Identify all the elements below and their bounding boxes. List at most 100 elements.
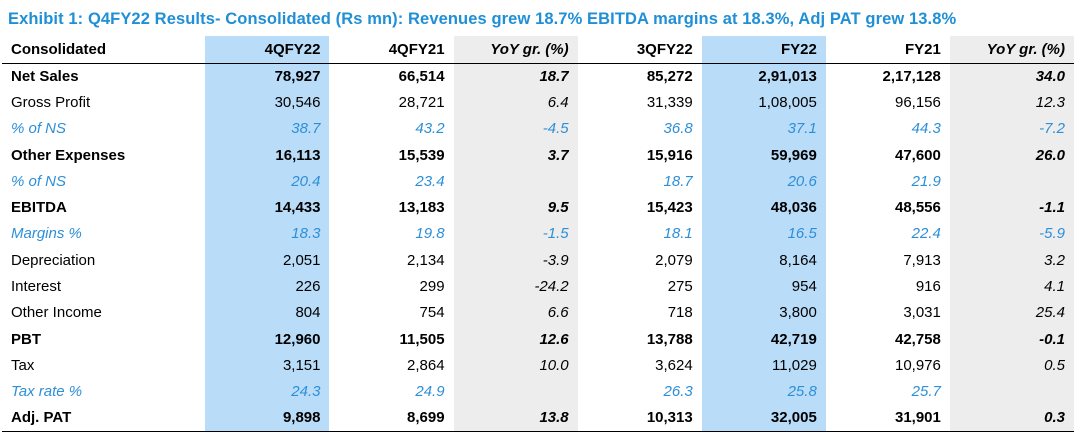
cell-3qfy22: 275	[667, 278, 693, 296]
cell-3qfy22: 26.3	[663, 383, 693, 401]
row-label: Other Income	[11, 304, 102, 322]
row-label: PBT	[11, 330, 41, 348]
cell-yoy-quarter	[453, 168, 578, 195]
row-label: EBITDA	[11, 199, 67, 217]
table-body: Net Sales 78,927 66,514 18.7 85,272 2,91,013 2…	[2, 63, 1074, 432]
cell-fy22: 1,08,005	[701, 89, 826, 116]
cell-4qfy21: 24.9	[415, 383, 445, 401]
cell-yoy-quarter: -1.5	[453, 220, 578, 248]
cell-yoy-quarter: -4.5	[453, 115, 578, 142]
cell-4qfy21: 15,539	[398, 146, 445, 164]
row-label: Adj. PAT	[2, 404, 206, 432]
cell-4qfy22: 18.3	[205, 220, 330, 248]
row-label: Tax	[11, 356, 35, 374]
cell-fy21: 48,556	[894, 199, 941, 217]
cell-4qfy21: 66,514	[398, 67, 445, 85]
cell-4qfy22: 9,898	[205, 404, 330, 432]
cell-fy22: 25.8	[701, 378, 826, 405]
table-row: Margins % 18.3 19.8 -1.5 18.1 16.5 22.4 -5.9	[2, 220, 1074, 248]
cell-yoy-quarter: -24.2	[453, 273, 578, 300]
table-row: Gross Profit 30,546 28,721 6.4 31,339 1,08,00…	[2, 89, 1074, 116]
cell-fy21: 21.9	[911, 172, 941, 190]
cell-yoy-annual: 3.2	[949, 247, 1074, 274]
header-fy22: FY22	[701, 36, 826, 64]
cell-4qfy21: 299	[419, 278, 445, 296]
cell-3qfy22: 2,079	[655, 251, 693, 269]
cell-fy21: 25.7	[911, 383, 941, 401]
cell-yoy-quarter: 13.8	[453, 404, 578, 432]
cell-fy21: 42,758	[894, 330, 941, 348]
table-row: Adj. PAT 9,898 8,699 13.8 10,313 32,005 31,901…	[2, 404, 1074, 432]
cell-4qfy21: 2,134	[407, 251, 445, 269]
cell-4qfy22: 20.4	[205, 168, 330, 195]
cell-fy21: 3,031	[903, 304, 941, 322]
cell-4qfy22: 14,433	[205, 194, 330, 221]
cell-4qfy21: 28,721	[398, 93, 445, 111]
header-yoy-annual: YoY gr. (%)	[949, 36, 1074, 64]
cell-4qfy22: 16,113	[205, 141, 330, 169]
cell-yoy-quarter: 18.7	[453, 63, 578, 90]
cell-yoy-quarter: 6.6	[453, 299, 578, 326]
header-4qfy21: 4QFY21	[329, 36, 454, 64]
cell-fy21: 96,156	[894, 93, 941, 111]
table-row: % of NS 20.4 23.4 18.7 20.6 21.9	[2, 168, 1074, 195]
cell-yoy-quarter	[453, 378, 578, 405]
cell-4qfy21: 2,864	[407, 356, 445, 374]
cell-yoy-annual	[949, 168, 1074, 195]
table-row: % of NS 38.7 43.2 -4.5 36.8 37.1 44.3 -7.2	[2, 115, 1074, 142]
cell-yoy-annual: 4.1	[949, 273, 1074, 300]
cell-yoy-quarter: 10.0	[453, 352, 578, 379]
cell-fy21: 22.4	[911, 225, 941, 243]
cell-fy22: 16.5	[701, 220, 826, 248]
cell-yoy-quarter: 12.6	[453, 325, 578, 353]
cell-yoy-annual: 0.5	[949, 352, 1074, 379]
table-row: Net Sales 78,927 66,514 18.7 85,272 2,91,013 2…	[2, 63, 1074, 90]
exhibit-title: Exhibit 1: Q4FY22 Results- Consolidated …	[8, 10, 957, 28]
cell-3qfy22: 13,788	[646, 330, 693, 348]
cell-4qfy21: 19.8	[415, 225, 445, 243]
cell-yoy-quarter: -3.9	[453, 247, 578, 274]
cell-fy22: 20.6	[701, 168, 826, 195]
cell-fy22: 954	[701, 273, 826, 300]
cell-3qfy22: 36.8	[663, 120, 693, 138]
cell-4qfy21: 43.2	[415, 120, 445, 138]
cell-4qfy21: 8,699	[329, 404, 454, 432]
cell-fy21: 7,913	[903, 251, 941, 269]
cell-3qfy22: 10,313	[577, 404, 702, 432]
table-row: Depreciation 2,051 2,134 -3.9 2,079 8,164 7,91…	[2, 247, 1074, 274]
cell-yoy-annual: -0.1	[949, 325, 1074, 353]
cell-3qfy22: 18.1	[663, 225, 693, 243]
cell-fy21: 10,976	[894, 356, 941, 374]
cell-4qfy22: 38.7	[205, 115, 330, 142]
row-label: Net Sales	[11, 67, 79, 85]
table-header-row: Consolidated 4QFY22 4QFY21 YoY gr. (%) 3…	[2, 36, 1074, 64]
cell-fy21: 2,17,128	[882, 67, 941, 85]
header-consolidated: Consolidated	[2, 36, 206, 64]
cell-fy21: 44.3	[911, 120, 941, 138]
cell-fy22: 11,029	[701, 352, 826, 379]
cell-4qfy21: 13,183	[398, 199, 445, 217]
cell-yoy-annual: 12.3	[949, 89, 1074, 116]
cell-3qfy22: 718	[667, 304, 693, 322]
cell-fy22: 59,969	[701, 141, 826, 169]
cell-4qfy22: 24.3	[205, 378, 330, 405]
cell-3qfy22: 15,423	[646, 199, 693, 217]
cell-3qfy22: 31,339	[646, 93, 693, 111]
cell-4qfy22: 78,927	[205, 63, 330, 90]
cell-yoy-annual: 0.3	[949, 404, 1074, 432]
cell-fy21: 31,901	[825, 404, 950, 432]
cell-4qfy22: 2,051	[205, 247, 330, 274]
cell-yoy-annual: -1.1	[949, 194, 1074, 221]
cell-fy22: 3,800	[701, 299, 826, 326]
row-label: % of NS	[11, 172, 67, 190]
row-label: Interest	[11, 278, 62, 296]
table-row: Tax rate % 24.3 24.9 26.3 25.8 25.7	[2, 378, 1074, 405]
table-row: EBITDA 14,433 13,183 9.5 15,423 48,036 48,556-…	[2, 194, 1074, 221]
cell-fy21: 47,600	[894, 146, 941, 164]
cell-yoy-annual: -7.2	[949, 115, 1074, 142]
cell-yoy-annual: 26.0	[949, 141, 1074, 169]
table-row: Interest 226 299 -24.2 275 954 916 4.1	[2, 273, 1074, 300]
cell-yoy-quarter: 3.7	[453, 141, 578, 169]
row-label: Tax rate %	[11, 383, 83, 401]
cell-4qfy22: 804	[205, 299, 330, 326]
